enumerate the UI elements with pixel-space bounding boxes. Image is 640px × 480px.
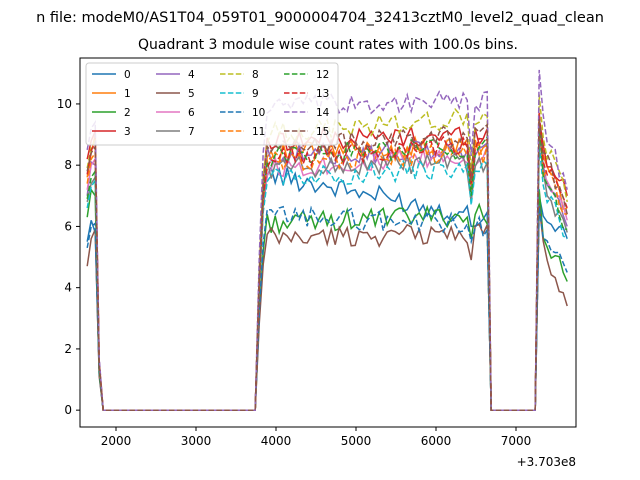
legend-label-10: 10: [252, 107, 265, 119]
y-tick-label: 8: [64, 158, 72, 172]
legend-label-9: 9: [252, 88, 259, 100]
series-line-11: [86, 119, 568, 411]
series-line-3: [86, 118, 568, 411]
legend-label-2: 2: [124, 107, 131, 119]
legend-label-11: 11: [252, 126, 265, 138]
legend-box: [85, 62, 339, 146]
x-axis: 2000 3000 4000 5000 6000 7000: [101, 427, 532, 448]
legend-label-5: 5: [188, 88, 195, 100]
series-line-5: [86, 205, 568, 411]
y-tick-label: 10: [57, 97, 72, 111]
legend-label-4: 4: [188, 69, 195, 81]
plot-frame: [79, 57, 577, 428]
series-line-9: [86, 145, 568, 411]
legend-label-3: 3: [124, 126, 131, 138]
legend-label-15: 15: [316, 126, 329, 138]
x-tick-label: 2000: [101, 434, 132, 448]
y-tick-label: 6: [64, 219, 72, 233]
chart-title: Quadrant 3 module wise count rates with …: [138, 37, 518, 53]
series-line-2: [86, 187, 568, 411]
series-line-15: [86, 118, 568, 411]
x-tick-label: 3000: [181, 434, 212, 448]
series-line-6: [86, 133, 568, 411]
series-line-10: [86, 205, 568, 411]
y-tick-label: 0: [64, 403, 72, 417]
series-line-12: [86, 118, 568, 411]
y-tick-label: 2: [64, 342, 72, 356]
plot-lines: [86, 69, 568, 411]
legend-label-12: 12: [316, 69, 329, 81]
legend-label-14: 14: [316, 107, 330, 119]
x-tick-label: 6000: [421, 434, 452, 448]
legend-label-8: 8: [252, 69, 259, 81]
y-tick-label: 4: [64, 281, 72, 295]
x-tick-label: 5000: [341, 434, 372, 448]
legend-label-6: 6: [188, 107, 195, 119]
x-offset-label: +3.703e8: [517, 455, 576, 469]
legend-label-0: 0: [124, 69, 131, 81]
legend-label-7: 7: [188, 126, 195, 138]
figure-suptitle: n file: modeM0/AS1T04_059T01_9000004704_…: [36, 10, 604, 26]
series-line-1: [86, 121, 568, 411]
legend-label-1: 1: [124, 88, 131, 100]
legend-label-13: 13: [316, 88, 329, 100]
y-axis: 0 2 4 6 8 10: [57, 97, 80, 417]
x-tick-label: 4000: [261, 434, 292, 448]
x-tick-label: 7000: [501, 434, 532, 448]
series-line-0: [86, 165, 568, 411]
